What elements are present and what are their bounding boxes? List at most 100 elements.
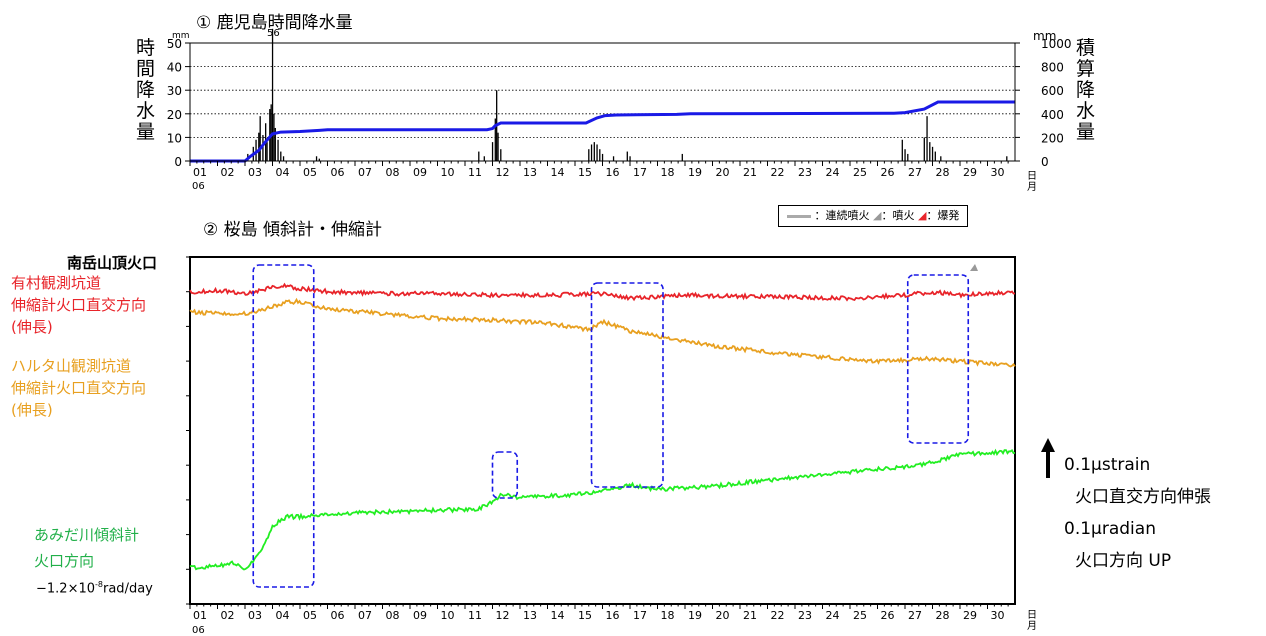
rain-bar	[494, 118, 496, 161]
trend-exp: -8	[95, 580, 103, 589]
day-tick-label: 06	[331, 166, 345, 179]
day-tick-label: 07	[358, 609, 372, 622]
rain-bar	[596, 144, 598, 161]
rain-bar	[315, 156, 318, 161]
rain-bar	[318, 158, 320, 161]
left-tick-label: 20	[167, 108, 182, 122]
right-tick-label: 800	[1041, 61, 1064, 75]
day-tick-label: 08	[386, 609, 400, 622]
day-tick-label: 04	[276, 166, 290, 179]
rain-bar	[907, 153, 909, 161]
rain-bar	[273, 113, 275, 161]
p2-left-ticks	[186, 256, 190, 605]
cumulative-line	[190, 100, 1015, 163]
rain-bar	[681, 153, 683, 161]
orange-label-line2: 伸縮計火口直交方向	[11, 379, 147, 397]
day-tick-label: 24	[826, 609, 840, 622]
trend-suffix: rad/day	[103, 581, 153, 597]
rain-bar	[926, 116, 928, 161]
day-tick-label: 25	[853, 166, 867, 179]
rain-bar	[934, 151, 936, 161]
rain-bar	[1006, 156, 1008, 161]
day-tick-label: 28	[936, 609, 950, 622]
rain-bar	[277, 139, 279, 161]
rain-bar	[590, 144, 593, 161]
explosion-icon: ◢	[917, 209, 927, 222]
rain-bar	[929, 142, 931, 161]
rain-bar	[497, 132, 499, 161]
rain-bar	[500, 149, 502, 161]
p2-day-unit-day: 日	[1027, 610, 1037, 621]
rain-bar	[271, 28, 274, 162]
left-tick-label: 0	[174, 155, 182, 169]
day-tick-label: 28	[936, 166, 950, 179]
day-tick-label: 16	[606, 609, 620, 622]
right-tick-label: 400	[1041, 108, 1064, 122]
day-tick-label: 07	[358, 166, 372, 179]
legend-explosion-label: ：爆発	[926, 209, 960, 222]
day-tick-label: 21	[743, 166, 757, 179]
highlight-box	[252, 264, 315, 588]
legend-eruption-label: ：噴火	[881, 209, 915, 222]
rain-bar	[258, 132, 260, 161]
day-tick-label: 11	[468, 609, 482, 622]
highlight-box	[906, 274, 970, 444]
day-tick-label: 26	[881, 166, 895, 179]
rain-bar	[270, 104, 272, 161]
day-tick-label: 14	[551, 609, 565, 622]
day-tick-label: 19	[688, 166, 702, 179]
day-tick-label: 21	[743, 609, 757, 622]
day-tick-label: 23	[798, 166, 812, 179]
p2-xticks: 01 02 03 04 05 06 07 08 09 10 11 12 13 14 15 16 17 18 19 20…	[189, 604, 1009, 622]
day-tick-label: 20	[716, 609, 730, 622]
day-tick-label: 13	[523, 166, 537, 179]
day-tick-label: 01	[193, 166, 207, 179]
day-tick-label: 20	[716, 166, 730, 179]
p1-day-unit-day: 日	[1027, 171, 1037, 182]
left-tick-label: 10	[167, 131, 182, 145]
left-tick-label: 50	[167, 37, 182, 51]
day-tick-label: 09	[413, 609, 427, 622]
rain-bar	[588, 149, 590, 161]
rain-bar	[599, 149, 601, 161]
day-tick-label: 16	[606, 166, 620, 179]
rain-bar	[483, 156, 485, 161]
green-label-line1: あみだ川傾斜計	[34, 526, 140, 544]
legend-continuous-label: ：連続噴火	[814, 209, 870, 222]
day-tick-label: 17	[633, 166, 647, 179]
day-tick-label: 03	[248, 609, 262, 622]
day-tick-label: 23	[798, 609, 812, 622]
right-unit: mm	[1033, 29, 1057, 43]
day-tick-label: 15	[578, 166, 592, 179]
series-line	[189, 297, 1016, 368]
scale-strain: 0.1μstrain	[1064, 455, 1151, 475]
crater-label: 南岳山頂火口	[67, 254, 158, 272]
orange-series-label: ハルタ山観測坑道 伸縮計火口直交方向 (伸長)	[11, 355, 146, 421]
left-tick-label: 40	[167, 61, 182, 75]
rain-bar	[626, 151, 628, 161]
panel1-title: ① 鹿児島時間降水量	[196, 13, 353, 33]
green-label-line2: 火口方向	[34, 552, 95, 570]
rain-bar	[280, 151, 282, 161]
p2-series	[189, 282, 1016, 571]
rain-bar	[491, 142, 494, 161]
day-tick-label: 30	[991, 166, 1005, 179]
p1-month: 06	[192, 181, 205, 192]
rain-bar	[601, 153, 604, 161]
rain-bar	[593, 142, 595, 161]
orange-label-line1: ハルタ山観測坑道	[11, 357, 132, 375]
peak-label: 56	[267, 28, 280, 39]
p2-day-unit: 日月	[1027, 610, 1037, 632]
day-tick-label: 22	[771, 166, 785, 179]
scale-radian-desc: 火口方向 UP	[1075, 551, 1172, 571]
day-tick-label: 15	[578, 609, 592, 622]
day-tick-label: 30	[991, 609, 1005, 622]
right-axis-label: 積算降水量	[1076, 37, 1096, 143]
day-tick-label: 29	[963, 609, 977, 622]
red-label-line1: 有村観測坑道	[11, 274, 102, 292]
p1-day-unit: 日月	[1027, 171, 1037, 193]
day-tick-label: 12	[496, 609, 510, 622]
day-tick-label: 01	[193, 609, 207, 622]
